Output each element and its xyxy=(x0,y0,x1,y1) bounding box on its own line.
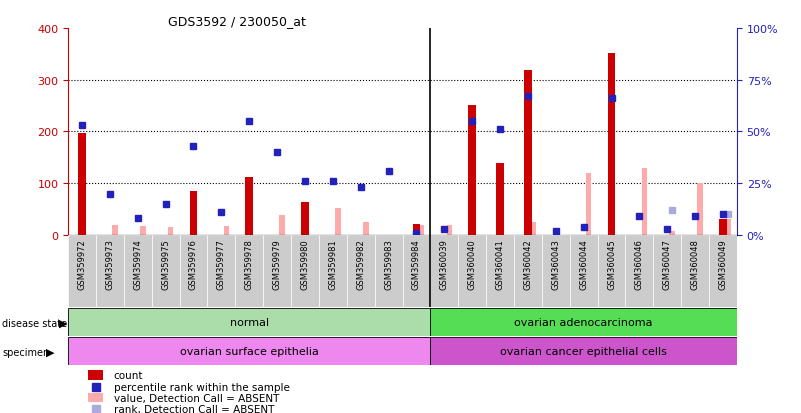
Text: ▶: ▶ xyxy=(58,318,67,328)
Bar xyxy=(725,220,731,235)
Bar xyxy=(363,222,368,235)
Text: GSM359978: GSM359978 xyxy=(245,239,254,290)
Bar xyxy=(570,235,598,308)
Text: GSM359984: GSM359984 xyxy=(412,239,421,290)
Bar xyxy=(413,224,421,235)
Text: ovarian adenocarcinoma: ovarian adenocarcinoma xyxy=(514,318,653,328)
Bar xyxy=(681,235,709,308)
Bar xyxy=(68,337,430,366)
Bar xyxy=(319,235,347,308)
Text: GDS3592 / 230050_at: GDS3592 / 230050_at xyxy=(168,15,306,28)
Text: GSM359974: GSM359974 xyxy=(133,239,143,290)
Bar xyxy=(586,173,591,235)
Text: GSM359980: GSM359980 xyxy=(300,239,309,290)
Bar xyxy=(642,169,647,235)
Bar xyxy=(68,309,430,337)
Bar xyxy=(96,235,124,308)
Bar xyxy=(88,370,103,380)
Bar xyxy=(223,226,229,235)
Bar xyxy=(698,184,703,235)
Text: rank, Detection Call = ABSENT: rank, Detection Call = ABSENT xyxy=(114,404,274,413)
Bar xyxy=(301,203,309,235)
Text: GSM359982: GSM359982 xyxy=(356,239,365,290)
Bar xyxy=(719,220,727,235)
Bar xyxy=(458,235,486,308)
Bar xyxy=(486,235,514,308)
Bar xyxy=(280,216,285,235)
Text: value, Detection Call = ABSENT: value, Detection Call = ABSENT xyxy=(114,393,279,403)
Bar xyxy=(78,134,86,235)
Text: percentile rank within the sample: percentile rank within the sample xyxy=(114,382,289,392)
Text: GSM359979: GSM359979 xyxy=(272,239,282,290)
Text: GSM360043: GSM360043 xyxy=(551,239,560,290)
Bar xyxy=(469,106,476,235)
Text: GSM359981: GSM359981 xyxy=(328,239,337,290)
Text: normal: normal xyxy=(230,318,269,328)
Bar xyxy=(347,235,375,308)
Text: GSM360049: GSM360049 xyxy=(718,239,727,290)
Text: GSM359973: GSM359973 xyxy=(106,239,115,290)
Text: GSM360045: GSM360045 xyxy=(607,239,616,290)
Bar xyxy=(430,309,737,337)
Bar xyxy=(291,235,319,308)
Bar xyxy=(190,192,197,235)
Bar xyxy=(430,337,737,366)
Text: ▶: ▶ xyxy=(46,347,54,357)
Text: GSM360040: GSM360040 xyxy=(468,239,477,290)
Bar xyxy=(608,54,615,235)
Bar xyxy=(168,228,174,235)
Bar xyxy=(375,235,403,308)
Text: GSM360046: GSM360046 xyxy=(635,239,644,290)
Bar xyxy=(151,235,179,308)
Bar xyxy=(245,178,253,235)
Text: GSM360042: GSM360042 xyxy=(523,239,533,290)
Text: GSM359977: GSM359977 xyxy=(217,239,226,290)
Text: GSM360048: GSM360048 xyxy=(690,239,699,290)
Text: disease state: disease state xyxy=(2,318,67,328)
Text: GSM359976: GSM359976 xyxy=(189,239,198,290)
Bar xyxy=(207,235,235,308)
Text: GSM360041: GSM360041 xyxy=(496,239,505,290)
Text: GSM360047: GSM360047 xyxy=(662,239,672,290)
Bar xyxy=(419,225,425,235)
Bar xyxy=(446,225,452,235)
Bar xyxy=(235,235,264,308)
Bar xyxy=(179,235,207,308)
Bar xyxy=(626,235,654,308)
Bar xyxy=(709,235,737,308)
Bar xyxy=(654,235,681,308)
Bar xyxy=(335,209,340,235)
Bar xyxy=(530,223,536,235)
Bar xyxy=(88,393,103,402)
Text: GSM360044: GSM360044 xyxy=(579,239,588,290)
Bar xyxy=(514,235,541,308)
Bar xyxy=(68,235,96,308)
Text: ovarian cancer epithelial cells: ovarian cancer epithelial cells xyxy=(500,347,667,356)
Text: ovarian surface epithelia: ovarian surface epithelia xyxy=(179,347,319,356)
Bar xyxy=(112,225,118,235)
Text: GSM359975: GSM359975 xyxy=(161,239,170,290)
Bar xyxy=(496,163,504,235)
Bar xyxy=(670,231,675,235)
Bar xyxy=(524,71,532,235)
Text: GSM359983: GSM359983 xyxy=(384,239,393,290)
Bar xyxy=(140,226,146,235)
Text: GSM360039: GSM360039 xyxy=(440,239,449,290)
Bar xyxy=(541,235,570,308)
Bar xyxy=(264,235,291,308)
Bar xyxy=(430,235,458,308)
Text: GSM359972: GSM359972 xyxy=(78,239,87,290)
Bar xyxy=(402,235,430,308)
Bar xyxy=(124,235,151,308)
Text: specimen: specimen xyxy=(2,347,50,357)
Bar xyxy=(598,235,626,308)
Text: count: count xyxy=(114,370,143,380)
